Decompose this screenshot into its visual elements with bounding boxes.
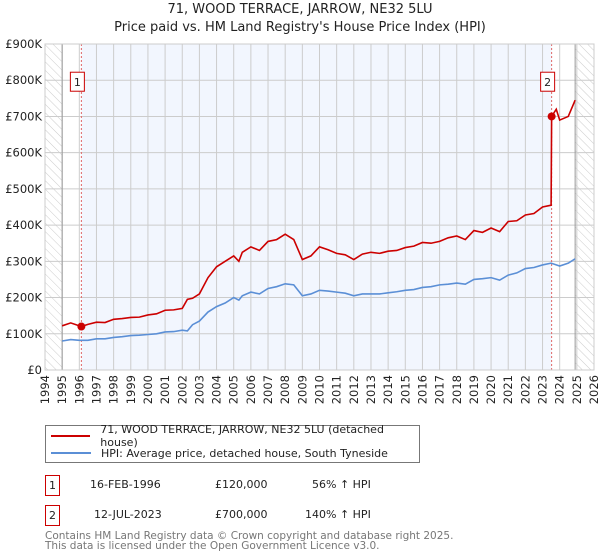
price-chart: 1994 1995 1996 1997 1998 1999 2000 2001 2002 2003…: [5, 37, 600, 404]
sale-label: 1: [74, 76, 81, 89]
hpi-line: [62, 258, 576, 342]
sale-date: 16-FEB-1996: [90, 478, 161, 491]
x-tick-label: 2021: [501, 375, 515, 404]
x-tick-label: 2024: [553, 375, 567, 404]
x-tick-label: 2002: [175, 375, 189, 404]
x-tick-label: 2023: [536, 375, 550, 404]
footer-licence: This data is licensed under the Open Gov…: [45, 540, 380, 552]
x-tick-label: 2008: [278, 375, 292, 404]
sale-label-box: [69, 71, 85, 92]
x-tick-label: 2001: [158, 375, 172, 404]
x-tick-label: 2015: [398, 375, 412, 404]
sale-row-2: 2 12-JUL-2023 £700,000 140% ↑ HPI: [45, 505, 465, 526]
footer: Contains HM Land Registry data © Crown c…: [45, 530, 454, 552]
x-tick-label: 2014: [381, 375, 395, 404]
y-tick-label: £600K: [5, 146, 42, 160]
x-tick-label: 2012: [347, 375, 361, 404]
x-tick-label: 1994: [38, 375, 52, 404]
plot-frame: [44, 43, 595, 371]
property-price-line: [61, 99, 576, 328]
x-tick-label: 2010: [313, 375, 327, 404]
x-tick-label: 2026: [587, 375, 600, 404]
chart-subtitle: Price paid vs. HM Land Registry's House …: [114, 20, 486, 35]
x-tick-label: 2005: [227, 375, 241, 404]
x-tick-label: 2022: [518, 375, 532, 404]
x-tick-label: 2019: [467, 375, 481, 404]
x-tick-label: 2020: [484, 375, 498, 404]
ownership-period-band: [81, 44, 552, 370]
y-tick-label: £200K: [5, 291, 42, 305]
x-tick-label: 2013: [364, 375, 378, 404]
footer-copyright: Contains HM Land Registry data © Crown c…: [45, 530, 454, 542]
sale-price: £120,000: [215, 478, 268, 491]
legend-label-hpi: HPI: Average price, detached house, Sout…: [101, 446, 388, 460]
hatched-no-data-right: [575, 44, 594, 370]
y-tick-label: £400K: [5, 218, 42, 232]
x-tick-label: 1995: [55, 375, 69, 404]
sale-label-box: [540, 71, 556, 92]
x-tick-label: 2016: [415, 375, 429, 404]
sale-badge: 2: [45, 505, 60, 526]
y-tick-label: £700K: [5, 109, 42, 123]
x-tick-label: 1996: [72, 375, 86, 404]
chart-title: 71, WOOD TERRACE, JARROW, NE32 5LU: [167, 2, 433, 17]
sale-hpi-change: 56% ↑ HPI: [312, 478, 371, 491]
legend-swatch-hpi: [51, 452, 91, 454]
x-tick-label: 1999: [124, 375, 138, 404]
sale-date: 12-JUL-2023: [94, 508, 162, 521]
x-tick-label: 2000: [141, 375, 155, 404]
y-tick-label: £300K: [5, 254, 42, 268]
y-tick-label: £100K: [5, 327, 42, 341]
hatched-no-data-left: [45, 44, 63, 370]
sale-row-1: 1 16-FEB-1996 £120,000 56% ↑ HPI: [45, 475, 465, 496]
x-tick-label: 2003: [192, 375, 206, 404]
x-tick-label: 2009: [295, 375, 309, 404]
sale-badge: 1: [45, 475, 60, 496]
sale-price: £700,000: [215, 508, 268, 521]
x-tick-label: 2018: [450, 375, 464, 404]
legend-swatch-property: [51, 435, 91, 437]
sale-label: 2: [544, 76, 551, 89]
y-tick-label: £900K: [5, 37, 42, 51]
sale-hpi-change: 140% ↑ HPI: [305, 508, 371, 521]
y-tick-label: £0: [27, 363, 42, 377]
y-tick-label: £500K: [5, 182, 42, 196]
x-tick-label: 2007: [261, 375, 275, 404]
sale-point: [547, 112, 556, 121]
x-tick-label: 2025: [570, 375, 584, 404]
x-tick-label: 2004: [210, 375, 224, 404]
x-tick-label: 2006: [244, 375, 258, 404]
x-tick-label: 2017: [433, 375, 447, 404]
x-tick-label: 2011: [330, 375, 344, 404]
legend-label-property: 71, WOOD TERRACE, JARROW, NE32 5LU (deta…: [100, 423, 384, 449]
y-tick-label: £800K: [5, 73, 42, 87]
legend: 71, WOOD TERRACE, JARROW, NE32 5LU (deta…: [45, 423, 420, 463]
x-tick-label: 1997: [89, 375, 103, 404]
x-tick-label: 1998: [107, 375, 121, 404]
sale-point: [77, 322, 86, 331]
